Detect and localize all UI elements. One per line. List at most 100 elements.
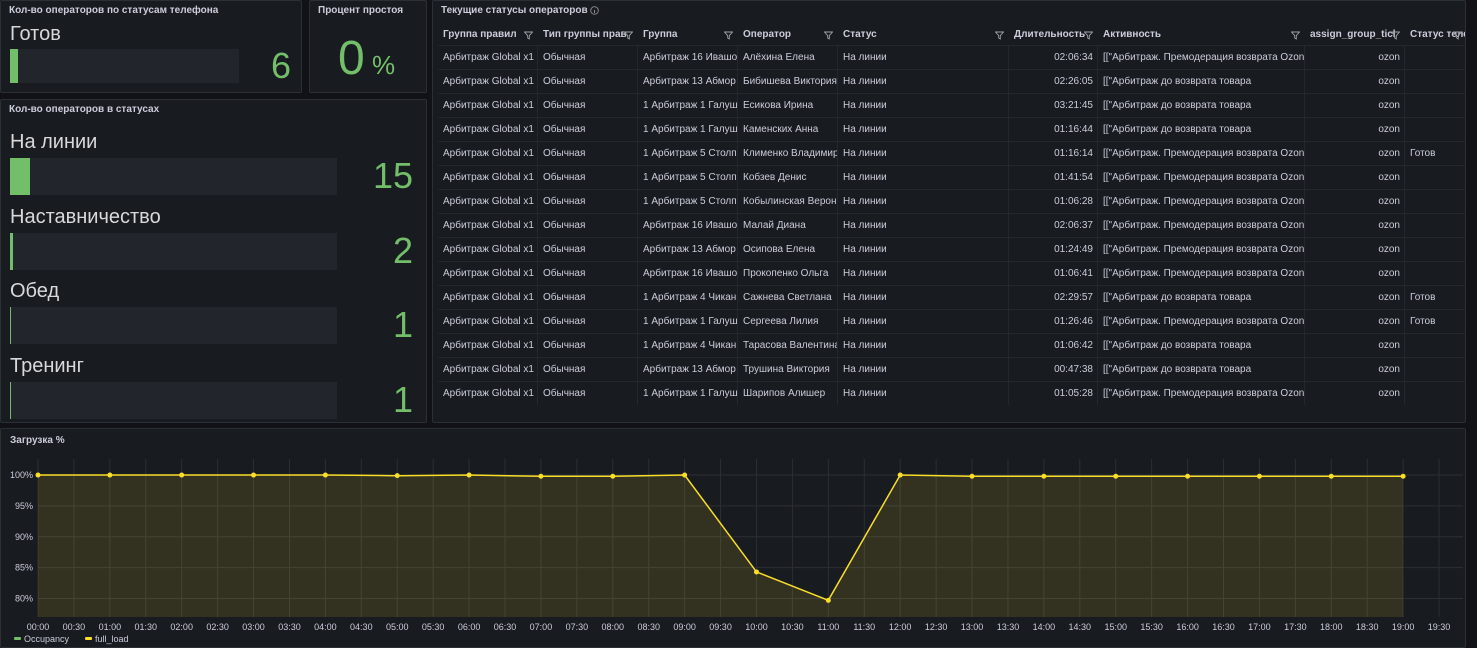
table-cell: Готов [1405,309,1465,333]
x-tick-label: 15:00 [1104,622,1127,632]
table-cell: Арбитраж 16 Ивашов [638,213,738,237]
x-tick-label: 08:30 [637,622,660,632]
table-cell: [["Арбитраж до возврата товара [1098,357,1305,381]
column-header[interactable]: Тип группы прав [543,29,627,40]
column-header[interactable]: Длительность [1014,29,1086,40]
x-tick-label: 10:00 [745,622,768,632]
filter-icon[interactable] [724,31,733,40]
table-cell: 1 Арбитраж 5 Столп [638,189,738,213]
filter-icon[interactable] [1291,31,1300,40]
y-tick-label: 100% [10,470,33,480]
table-cell: Арбитраж Global x1 [438,165,538,189]
filter-icon[interactable] [1391,31,1400,40]
info-icon[interactable] [590,6,599,15]
gauge-track [10,307,337,344]
table-panel: Текущие статусы операторов Группа правил… [432,0,1466,423]
table-cell: Арбитраж Global x1 [438,261,538,285]
column-header[interactable]: Группа правил [443,29,517,40]
point [466,472,472,478]
x-tick-label: 15:30 [1140,622,1163,632]
column-header[interactable]: assign_group_ticl [1310,29,1396,40]
table-cell: Обычная [538,69,638,93]
gauge-track [10,158,337,195]
table-cell: Обычная [538,261,638,285]
idle-value: 0 [338,32,365,85]
chart: Загрузка % 80% 85% 90% 95% 100% 00:00 00:30 01:… [10,435,1463,644]
x-tick-label: 17:00 [1248,622,1271,632]
table-cell: ozon [1305,45,1405,69]
filter-icon[interactable] [524,31,533,40]
table-cell: [["Арбитраж. Премодерация возврата Ozon [1098,261,1305,285]
table-cell: 01:41:54 [1009,165,1098,189]
x-tick-label: 04:00 [314,622,337,632]
table-cell: Трушина Виктория [738,357,838,381]
x-tick-label: 13:00 [961,622,984,632]
table-cell: На линии [838,285,1009,309]
gauge-value: 15 [372,155,413,196]
y-tick-label: 95% [15,501,33,511]
table-cell: ozon [1305,93,1405,117]
table-cell: 01:16:44 [1009,117,1098,141]
table-cell: ozon [1305,381,1405,405]
x-tick-label: 04:30 [350,622,373,632]
table-cell [1405,165,1465,189]
table-cell: Арбитраж Global x1 [438,357,538,381]
table-cell: [["Арбитраж до возврата товара [1098,285,1305,309]
x-tick-label: 19:30 [1428,622,1451,632]
table-cell: 1 Арбитраж 4 Чикан [638,285,738,309]
table-cell: 02:29:57 [1009,285,1098,309]
table-cell: Сергеева Лилия [738,309,838,333]
filter-icon[interactable] [1453,31,1462,40]
table-cell: ozon [1305,141,1405,165]
table-cell: Готов [1405,285,1465,309]
x-tick-label: 18:00 [1320,622,1343,632]
filter-icon[interactable] [624,31,633,40]
table-cell: 01:16:14 [1009,141,1098,165]
table-cell: На линии [838,93,1009,117]
table-cell: 02:06:34 [1009,45,1098,69]
table-cell: 1 Арбитраж 1 Галуш [638,117,738,141]
panel-title: Текущие статусы операторов [441,5,588,16]
table-cell: На линии [838,357,1009,381]
gauge-track [10,232,337,270]
table-cell: [["Арбитраж. Премодерация возврата Ozon [1098,165,1305,189]
table-cell: Обычная [538,333,638,357]
table-cell: Тарасова Валентина [738,333,838,357]
gauge-value: 1 [392,378,413,420]
table-cell: 1 Арбитраж 1 Галуш [638,309,738,333]
table-cell: На линии [838,117,1009,141]
filter-icon[interactable] [1084,31,1093,40]
x-tick-label: 16:00 [1176,622,1199,632]
table-cell: ozon [1305,333,1405,357]
table-cell: На линии [838,213,1009,237]
table-cell: ozon [1305,261,1405,285]
table-cell: Есикова Ирина [738,93,838,117]
table-cell: Бибишева Виктория [738,69,838,93]
table-cell: [["Арбитраж до возврата товара [1098,69,1305,93]
table-cell: Арбитраж Global x1 [438,45,538,69]
table-cell: Обычная [538,93,638,117]
table-cell: 02:26:05 [1009,69,1098,93]
filter-icon[interactable] [824,31,833,40]
point [1400,473,1406,479]
gauge-track [10,49,239,83]
column-header[interactable]: Группа [643,29,678,40]
x-tick-label: 02:30 [206,622,229,632]
idle-unit: % [372,50,396,80]
table-cell: Арбитраж Global x1 [438,213,538,237]
column-header[interactable]: Статус [843,29,877,40]
x-tick-label: 14:30 [1069,622,1092,632]
filter-icon[interactable] [995,31,1004,40]
table-cell: ozon [1305,117,1405,141]
table-cell: ozon [1305,189,1405,213]
column-header[interactable]: Оператор [743,29,792,40]
table-cell: Кобзев Денис [738,165,838,189]
table-cell: На линии [838,333,1009,357]
point [825,597,831,603]
column-header[interactable]: Статус теле [1410,29,1466,40]
point [1041,473,1047,479]
gauge-bar [10,381,12,419]
table-cell [1405,237,1465,261]
column-header[interactable]: Активность [1103,29,1162,40]
gauge-value: 6 [270,45,291,86]
